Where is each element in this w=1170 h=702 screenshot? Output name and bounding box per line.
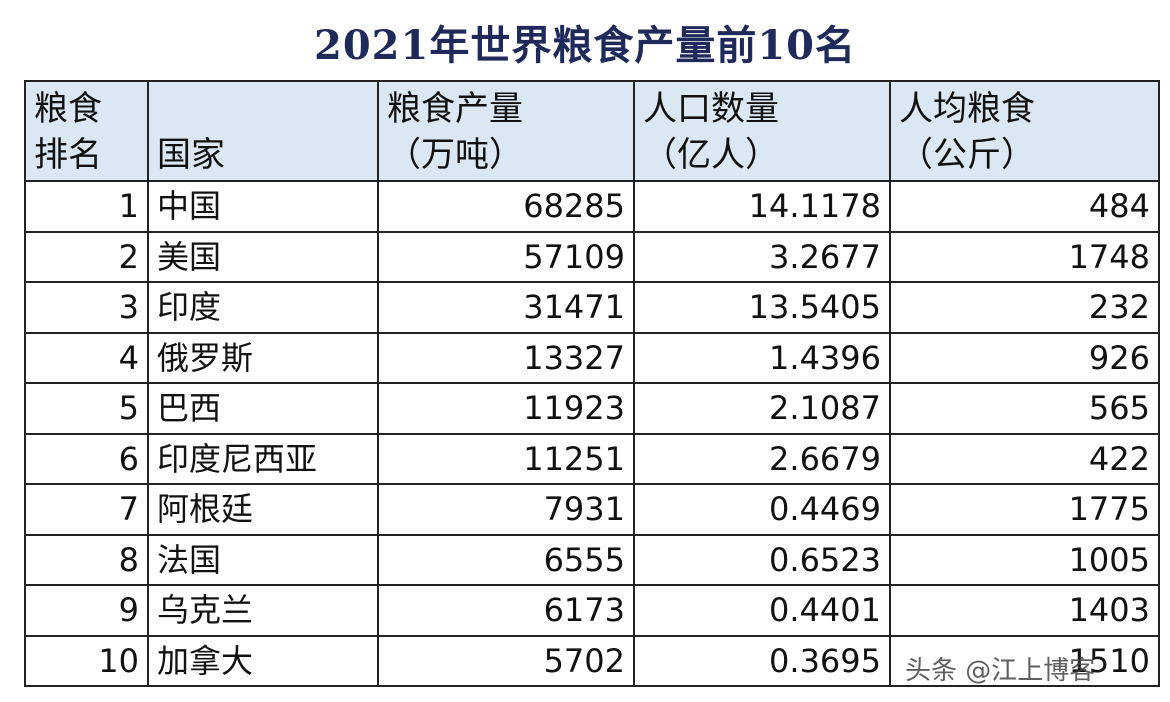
cell-country: 阿根廷 (147, 483, 379, 536)
cell-population: 0.3695 (633, 634, 891, 687)
cell-population: 14.1178 (633, 180, 891, 233)
table-row: 9 乌克兰 6173 0.4401 1403 (24, 584, 1160, 637)
header-rank: 粮食 排名 (24, 80, 149, 182)
header-country: 国家 (147, 80, 379, 182)
cell-country: 乌克兰 (147, 584, 379, 637)
cell-production: 11251 (377, 432, 635, 485)
cell-country: 印度尼西亚 (147, 432, 379, 485)
table-row: 7 阿根廷 7931 0.4469 1775 (24, 483, 1160, 536)
cell-production: 6555 (377, 533, 635, 586)
watermark-text: 头条 @江上博客 (905, 656, 1096, 686)
cell-rank: 9 (24, 584, 149, 637)
cell-population: 0.4401 (633, 584, 891, 637)
cell-production: 5702 (377, 634, 635, 687)
cell-rank: 2 (24, 230, 149, 283)
cell-per-capita: 565 (889, 382, 1160, 435)
cell-population: 2.1087 (633, 382, 891, 435)
cell-per-capita: 484 (889, 180, 1160, 233)
cell-country: 中国 (147, 180, 379, 233)
table-row: 5 巴西 11923 2.1087 565 (24, 382, 1160, 435)
cell-country: 俄罗斯 (147, 331, 379, 384)
cell-production: 57109 (377, 230, 635, 283)
cell-production: 11923 (377, 382, 635, 435)
header-production: 粮食产量 （万吨） (377, 80, 635, 182)
table-title: 2021年世界粮食产量前10名 (314, 22, 856, 69)
cell-rank: 4 (24, 331, 149, 384)
table-row: 4 俄罗斯 13327 1.4396 926 (24, 331, 1160, 384)
cell-per-capita: 1510 (889, 634, 1160, 687)
table-row: 8 法国 6555 0.6523 1005 (24, 533, 1160, 586)
table-row: 6 印度尼西亚 11251 2.6679 422 (24, 432, 1160, 485)
cell-rank: 6 (24, 432, 149, 485)
header-population: 人口数量 （亿人） (633, 80, 891, 182)
cell-production: 31471 (377, 281, 635, 334)
watermark: 头条 @江上博客 (905, 650, 1095, 687)
cell-rank: 8 (24, 533, 149, 586)
cell-rank: 3 (24, 281, 149, 334)
cell-production: 13327 (377, 331, 635, 384)
cell-population: 1.4396 (633, 331, 891, 384)
cell-rank: 10 (24, 634, 149, 687)
table-row: 3 印度 31471 13.5405 232 (24, 281, 1160, 334)
cell-population: 13.5405 (633, 281, 891, 334)
cell-per-capita: 926 (889, 331, 1160, 384)
cell-production: 68285 (377, 180, 635, 233)
cell-population: 3.2677 (633, 230, 891, 283)
cell-country: 加拿大 (147, 634, 379, 687)
cell-per-capita: 1748 (889, 230, 1160, 283)
cell-country: 美国 (147, 230, 379, 283)
cell-per-capita: 422 (889, 432, 1160, 485)
table-row: 10 加拿大 5702 0.3695 1510 (24, 634, 1160, 687)
table-row: 2 美国 57109 3.2677 1748 (24, 230, 1160, 283)
cell-population: 0.4469 (633, 483, 891, 536)
cell-production: 6173 (377, 584, 635, 637)
cell-rank: 7 (24, 483, 149, 536)
cell-country: 印度 (147, 281, 379, 334)
cell-rank: 1 (24, 180, 149, 233)
cell-per-capita: 1775 (889, 483, 1160, 536)
cell-per-capita: 1403 (889, 584, 1160, 637)
cell-production: 7931 (377, 483, 635, 536)
cell-per-capita: 232 (889, 281, 1160, 334)
header-per-capita: 人均粮食 （公斤） (889, 80, 1160, 182)
header-row: 粮食 排名 国家 粮食产量 （万吨） 人口数量 （亿人） 人均粮食 （公斤） (24, 80, 1160, 182)
cell-rank: 5 (24, 382, 149, 435)
table-row: 1 中国 68285 14.1178 484 (24, 180, 1160, 233)
cell-country: 巴西 (147, 382, 379, 435)
cell-country: 法国 (147, 533, 379, 586)
grain-production-table: 粮食 排名 国家 粮食产量 （万吨） 人口数量 （亿人） 人均粮食 （公斤） 1… (24, 80, 1160, 687)
cell-population: 2.6679 (633, 432, 891, 485)
cell-population: 0.6523 (633, 533, 891, 586)
cell-per-capita: 1005 (889, 533, 1160, 586)
